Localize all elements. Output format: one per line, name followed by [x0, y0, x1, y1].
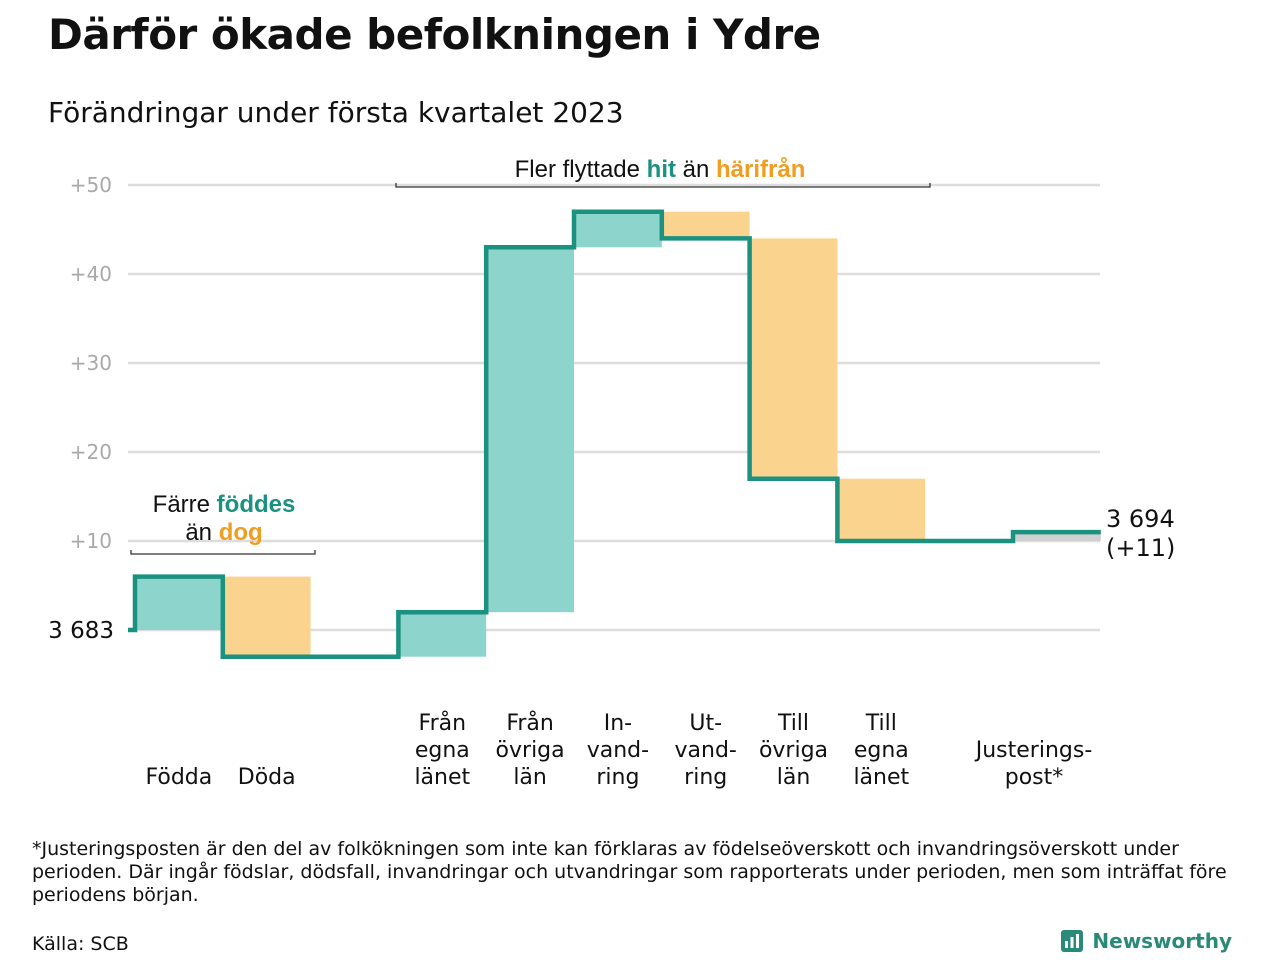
waterfall-bar [222, 576, 311, 657]
category-label: post* [1005, 765, 1064, 790]
waterfall-bar [486, 247, 574, 613]
waterfall-bar [837, 478, 926, 541]
start-value-label: 3 683 [48, 618, 114, 644]
brand-name: Newsworthy [1092, 929, 1232, 953]
newsworthy-logo-icon [1061, 930, 1084, 952]
category-label: egna [415, 738, 470, 763]
waterfall-bar [135, 576, 223, 630]
chart-title: Därför ökade befolkningen i Ydre [48, 10, 821, 59]
category-label: övriga [759, 738, 828, 763]
annotation-left-line1: Färre föddes [153, 491, 296, 518]
y-tick-label: +20 [70, 440, 112, 464]
category-label: ring [684, 765, 727, 790]
category-label: län [513, 765, 547, 790]
category-label: Justerings- [974, 738, 1093, 763]
waterfall-chart: +10 +20 +30 +40 +50 3 683 3 694(+11) Födda Döda F… [48, 156, 1175, 790]
category-label: ring [596, 765, 639, 790]
waterfall-bar [1013, 532, 1101, 541]
waterfall-bar [574, 211, 662, 248]
category-label: länet [414, 765, 470, 790]
waterfall-bar [749, 238, 838, 479]
category-label: Från [419, 710, 467, 736]
chart-subtitle: Förändringar under första kvartalet 2023 [48, 96, 624, 129]
category-label: övriga [496, 738, 565, 763]
cumulative-step-line [128, 209, 1101, 659]
annotation-top: Fler flyttade hit än härifrån [515, 156, 806, 183]
annotation-bracket-left [130, 550, 316, 555]
end-value-label: 3 694 [1106, 505, 1175, 533]
category-label: vand- [587, 738, 649, 763]
category-label: egna [854, 738, 909, 763]
annotation-left-line2: än dog [185, 519, 262, 546]
category-label: länet [853, 765, 909, 790]
newsworthy-logo: Newsworthy [1060, 929, 1232, 953]
category-label: Ut- [689, 711, 722, 736]
category-label: Födda [146, 765, 213, 790]
category-label: Till [777, 711, 809, 736]
waterfall-bar [398, 612, 487, 657]
y-tick-label: +50 [70, 173, 112, 197]
annotation-bracket-top [395, 183, 931, 188]
category-label: vand- [675, 738, 737, 763]
y-tick-label: +40 [70, 262, 112, 286]
source-label: Källa: SCB [32, 933, 129, 955]
category-label: Från [506, 710, 554, 736]
y-tick-label: +30 [70, 351, 112, 375]
footnote: *Justeringsposten är den del av folkökni… [32, 838, 1227, 906]
waterfall-bar [661, 211, 750, 239]
category-label: län [777, 765, 811, 790]
end-change-label: (+11) [1106, 534, 1175, 562]
category-label: In- [604, 711, 632, 736]
category-label: Döda [238, 765, 296, 790]
y-tick-label: +10 [70, 529, 112, 553]
category-label: Till [865, 711, 897, 736]
